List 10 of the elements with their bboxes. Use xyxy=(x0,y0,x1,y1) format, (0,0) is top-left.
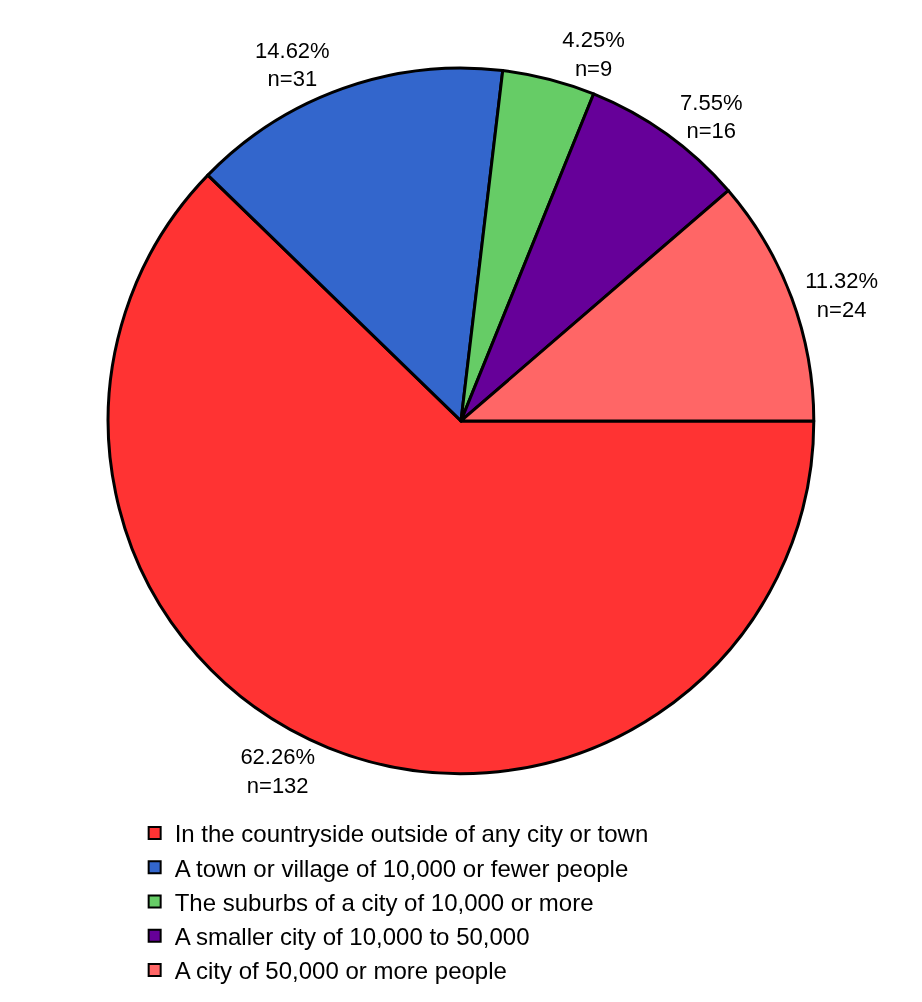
data-label: 62.26% n=132 xyxy=(240,744,316,798)
legend-label: A city of 50,000 or more people xyxy=(174,957,507,985)
data-label: 14.62% n=31 xyxy=(255,37,330,92)
legend-label: A town or village of 10,000 or fewer people xyxy=(174,854,629,882)
legend-label: The suburbs of a city of 10,000 or more xyxy=(174,888,594,916)
data-label: 4.25% n=9 xyxy=(562,27,625,81)
legend-label: A smaller city of 10,000 to 50,000 xyxy=(174,923,530,951)
legend-label: In the countryside outside of any city or town xyxy=(174,820,649,848)
data-label: 11.32% n=24 xyxy=(805,267,879,322)
data-label: 7.55% n=16 xyxy=(680,89,743,144)
